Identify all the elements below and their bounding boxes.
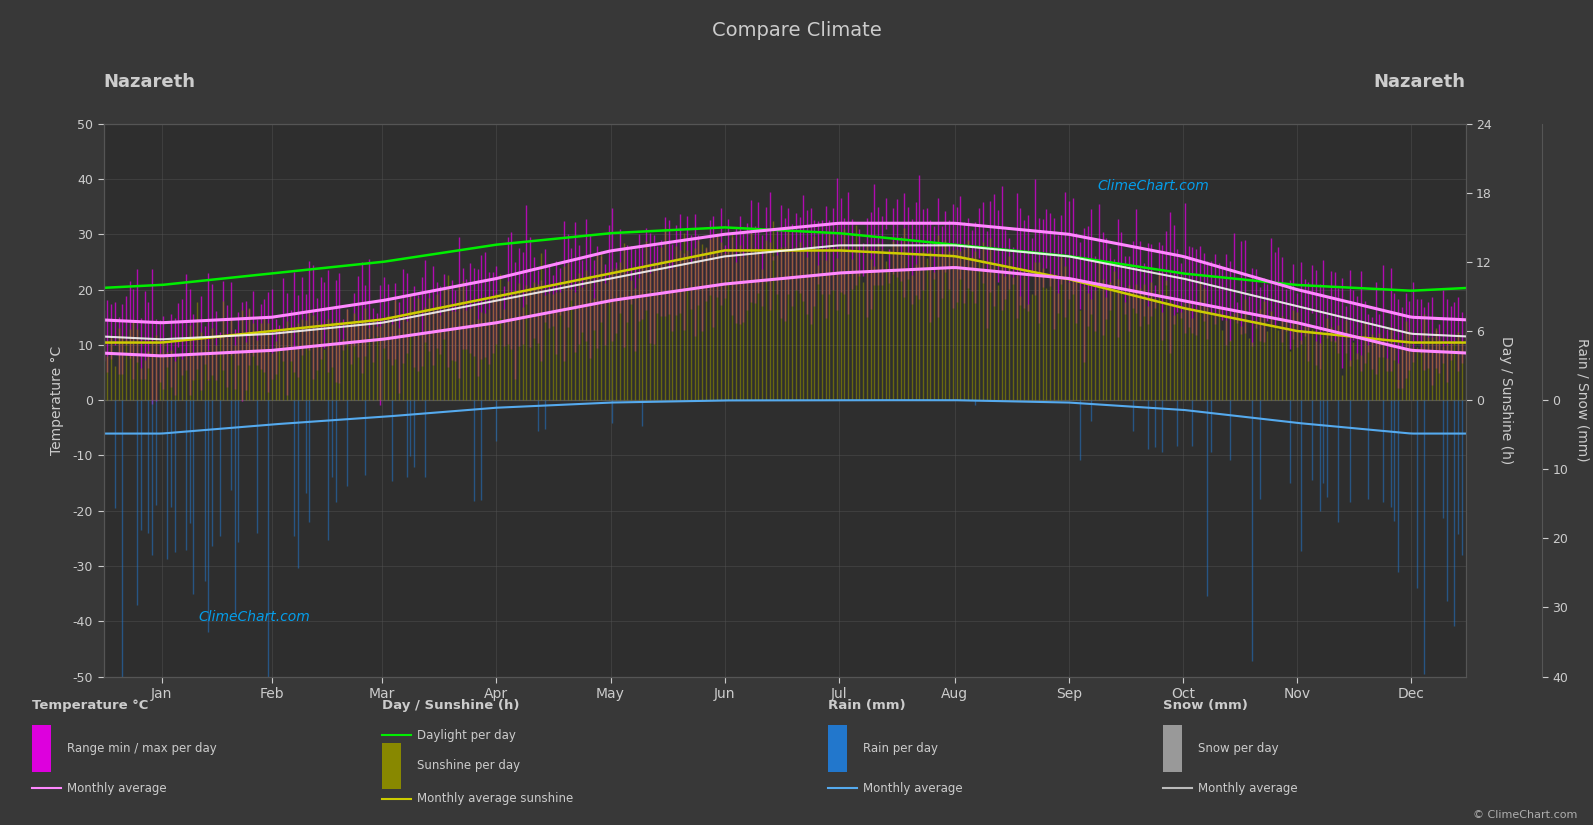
Text: Monthly average: Monthly average: [1198, 781, 1298, 794]
Text: Nazareth: Nazareth: [1373, 73, 1466, 91]
Text: Range min / max per day: Range min / max per day: [67, 742, 217, 755]
Text: ClimeChart.com: ClimeChart.com: [199, 610, 311, 625]
Text: Rain per day: Rain per day: [863, 742, 938, 755]
Text: Snow (mm): Snow (mm): [1163, 699, 1247, 712]
FancyBboxPatch shape: [32, 725, 51, 771]
FancyBboxPatch shape: [382, 742, 401, 789]
Text: Daylight per day: Daylight per day: [417, 728, 516, 742]
Text: ClimeChart.com: ClimeChart.com: [1098, 179, 1209, 193]
Y-axis label: Day / Sunshine (h): Day / Sunshine (h): [1499, 336, 1513, 464]
Text: Monthly average: Monthly average: [67, 781, 167, 794]
Text: Nazareth: Nazareth: [104, 73, 196, 91]
Text: Compare Climate: Compare Climate: [712, 21, 881, 40]
FancyBboxPatch shape: [1163, 725, 1182, 771]
Y-axis label: Rain / Snow (mm): Rain / Snow (mm): [1575, 338, 1590, 462]
Text: © ClimeChart.com: © ClimeChart.com: [1472, 810, 1577, 820]
Text: Day / Sunshine (h): Day / Sunshine (h): [382, 699, 519, 712]
Text: Monthly average sunshine: Monthly average sunshine: [417, 792, 573, 805]
Text: Monthly average: Monthly average: [863, 781, 964, 794]
Text: Rain (mm): Rain (mm): [828, 699, 906, 712]
Text: Sunshine per day: Sunshine per day: [417, 759, 521, 772]
Text: Temperature °C: Temperature °C: [32, 699, 148, 712]
Text: Snow per day: Snow per day: [1198, 742, 1279, 755]
FancyBboxPatch shape: [828, 725, 847, 771]
Y-axis label: Temperature °C: Temperature °C: [51, 346, 64, 455]
